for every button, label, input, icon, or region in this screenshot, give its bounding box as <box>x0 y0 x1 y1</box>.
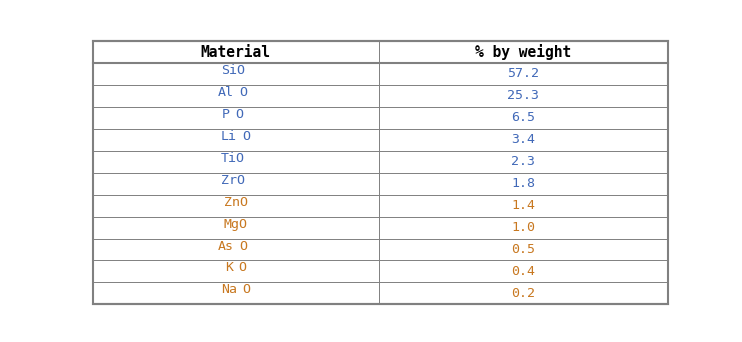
Text: O: O <box>239 262 246 275</box>
Text: MgO: MgO <box>223 218 248 231</box>
Text: 57.2: 57.2 <box>508 67 539 80</box>
Text: 0.2: 0.2 <box>511 287 535 300</box>
Text: As: As <box>217 239 234 252</box>
Text: Al: Al <box>217 86 234 99</box>
Text: Na: Na <box>220 284 237 297</box>
Text: 0.4: 0.4 <box>511 265 535 278</box>
Text: 25.3: 25.3 <box>508 89 539 102</box>
Text: 3.4: 3.4 <box>511 133 535 146</box>
Text: ZnO: ZnO <box>223 196 248 209</box>
Text: 2.3: 2.3 <box>511 155 535 168</box>
Text: O: O <box>240 239 248 252</box>
Text: Material: Material <box>200 44 271 60</box>
Text: K: K <box>225 262 233 275</box>
Text: 6.5: 6.5 <box>511 111 535 124</box>
Text: SiO: SiO <box>220 64 245 77</box>
Text: % by weight: % by weight <box>475 44 571 60</box>
Text: 1.8: 1.8 <box>511 177 535 190</box>
Text: 1.0: 1.0 <box>511 221 535 234</box>
Text: 0.5: 0.5 <box>511 243 535 256</box>
Text: O: O <box>236 108 243 121</box>
Text: 1.4: 1.4 <box>511 199 535 212</box>
Text: TiO: TiO <box>220 152 245 165</box>
Text: Li: Li <box>220 130 237 143</box>
Text: O: O <box>243 130 251 143</box>
Text: O: O <box>240 86 248 99</box>
Text: O: O <box>243 284 251 297</box>
Text: P: P <box>222 108 230 121</box>
Text: ZrO: ZrO <box>220 174 245 187</box>
